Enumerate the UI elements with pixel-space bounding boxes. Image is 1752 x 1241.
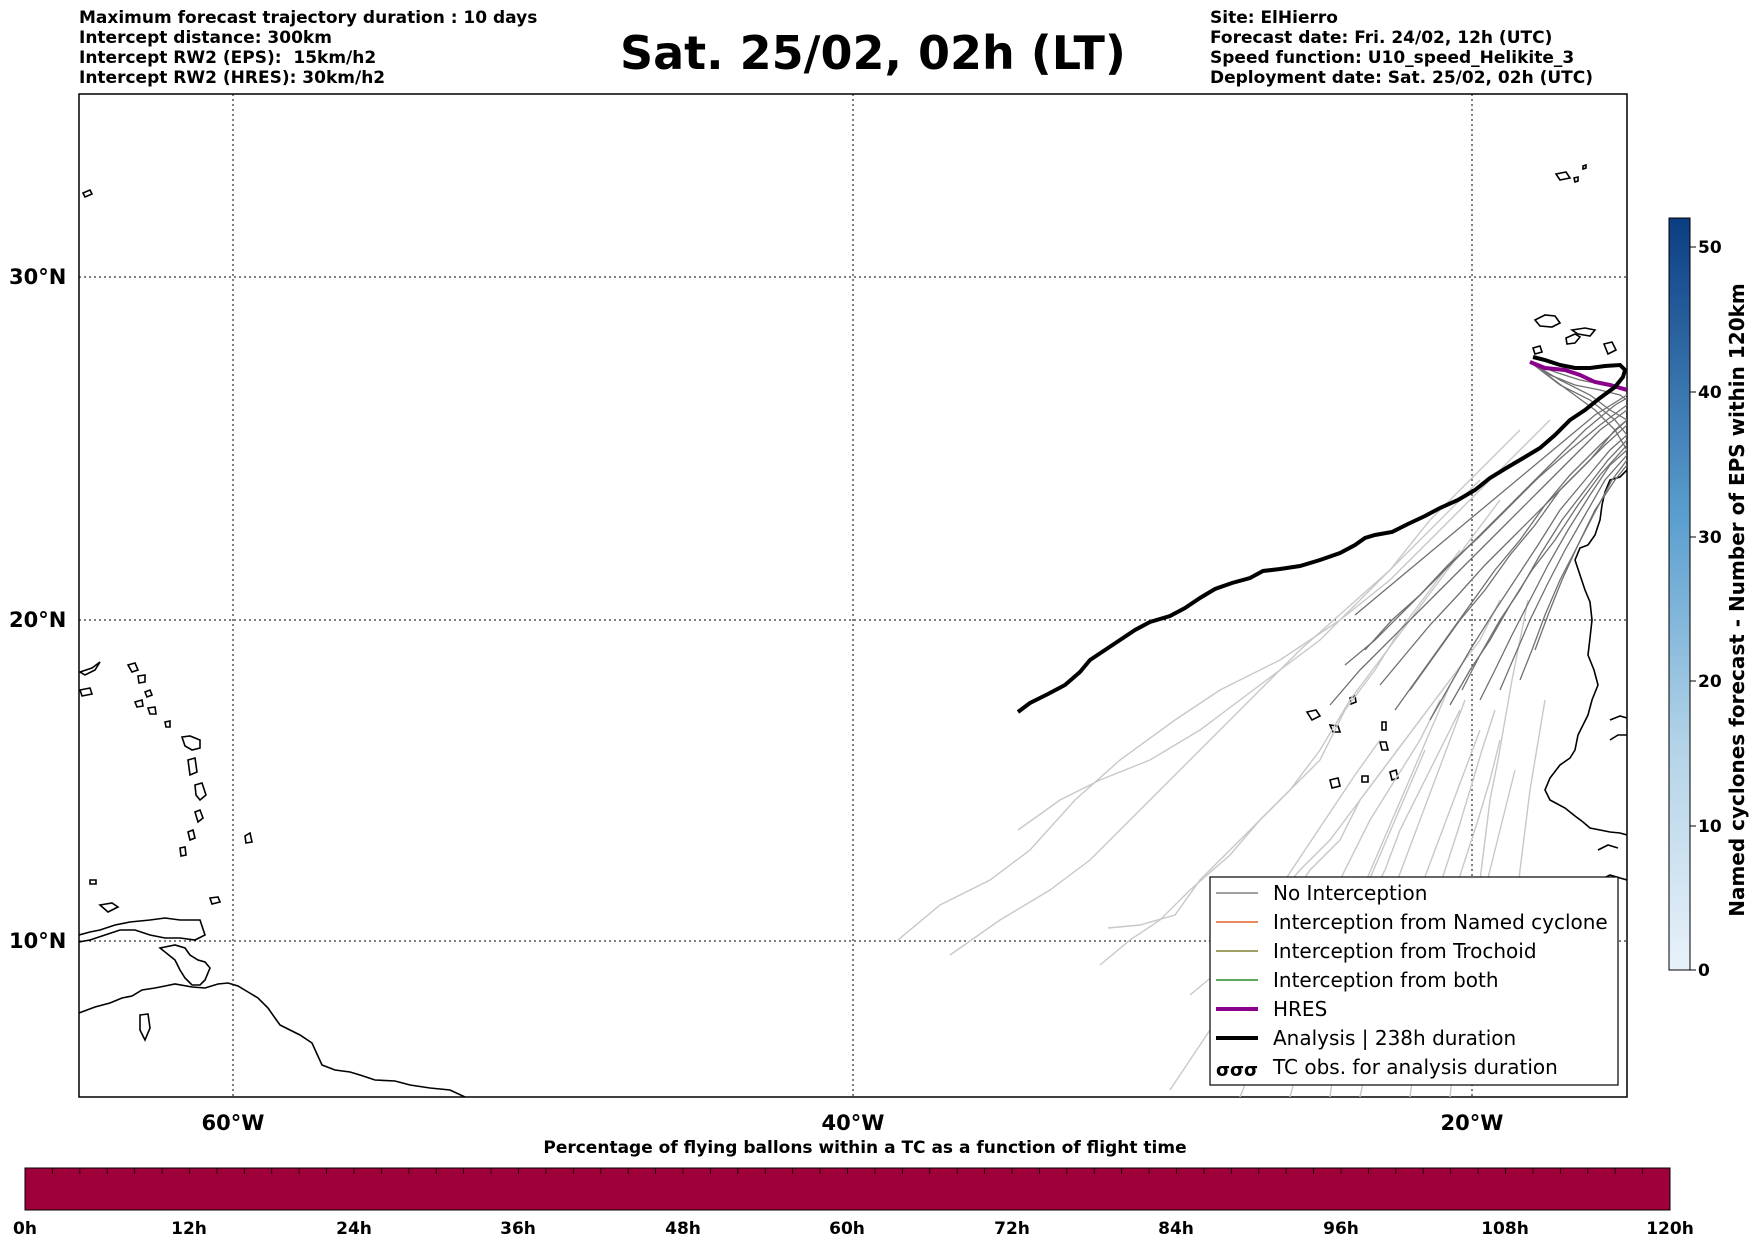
island-arc-16 [244,831,253,844]
island-arc-18 [139,1013,151,1042]
bottom-timebar: Percentage of flying ballons within a TC… [13,1138,1694,1239]
time-tick-36h: 36h [500,1219,536,1239]
trinidad-coast [158,944,211,986]
canary-3 [1569,327,1597,337]
cape-verde-1 [1305,709,1322,722]
header-intercept-eps: Intercept RW2 (EPS): 15km/h2 [79,48,377,68]
header-deployment-date: Deployment date: Sat. 25/02, 02h (UTC) [1210,68,1594,88]
canary-4 [1602,341,1618,356]
africa-coast [1544,469,1627,836]
island-arc-10 [187,756,198,777]
time-tick-108h: 108h [1481,1219,1529,1239]
legend-label-trochoid: Interception from Trochoid [1273,939,1537,963]
colorbar-tick-40: 40 [1698,383,1722,403]
africa-coast-2 [1609,734,1627,741]
lon-label-40w: 40°W [822,1111,885,1135]
time-tick-0h: 0h [13,1219,37,1239]
island-arc-12 [194,808,204,824]
page-title: Sat. 25/02, 02h (LT) [620,26,1126,80]
island-arc-6 [133,698,144,708]
analysis-trajectory [1016,355,1627,714]
colorbar-tick-0: 0 [1698,961,1710,981]
legend-label-named-cyclone: Interception from Named cyclone [1273,910,1608,934]
colorbar-tick-10: 10 [1698,817,1722,837]
colorbar-right-label: Named cyclones forecast - Number of EPS … [1725,283,1749,917]
island-arc-17 [98,902,120,913]
cape-verde-5 [1378,741,1390,751]
island-arc-9 [180,735,201,751]
trajectories-dark [1329,361,1627,721]
south-america-coast [79,982,466,1097]
time-tick-96h: 96h [1323,1219,1359,1239]
lat-label-10n: 10°N [9,929,66,953]
time-tick-48h: 48h [665,1219,701,1239]
bottom-bar-title: Percentage of flying ballons within a TC… [543,1138,1186,1158]
map-panel[interactable]: No Interception Interception from Named … [9,93,1628,1135]
time-tick-84h: 84h [1158,1219,1194,1239]
island-arc-2 [79,687,94,697]
canary-2 [1565,333,1582,345]
island-arc-20 [81,188,94,199]
island-arc-3 [126,662,140,673]
legend-box [1209,876,1619,1086]
header-duration: Maximum forecast trajectory duration : 1… [79,8,538,28]
colorbar-right: 0 10 20 30 40 50 Named cyclones forecast… [1668,217,1749,981]
island-arc-1 [79,661,101,676]
header-intercept-hres: Intercept RW2 (HRES): 30km/h2 [79,68,386,88]
colorbar-tick-30: 30 [1698,528,1722,548]
header-forecast-date: Forecast date: Fri. 24/02, 12h (UTC) [1210,28,1553,48]
island-arc-14 [179,846,187,857]
cape-verde-4 [1381,721,1387,731]
header-speed-function: Speed function: U10_speed_Helikite_3 [1210,48,1575,68]
colorbar-right-gradient [1668,217,1691,971]
cyclone-symbols-icon: σσσ [1216,1060,1258,1081]
island-arc-19 [89,879,97,885]
header-site: Site: ElHierro [1210,8,1338,28]
legend: No Interception Interception from Named … [1209,876,1619,1086]
time-tick-72h: 72h [994,1219,1030,1239]
island-arc-4 [137,674,146,684]
header-intercept-distance: Intercept distance: 300km [79,28,332,48]
island-arc-15 [208,896,222,905]
colorbar-right-ticks [1690,246,1696,971]
island-arc-5 [143,688,154,699]
island-arc-11 [194,782,207,802]
africa-coast-3 [1609,715,1627,721]
lat-label-30n: 30°N [9,265,66,289]
cape-verde-7 [1361,775,1369,783]
coastlines [79,163,1627,1097]
legend-label-analysis: Analysis | 238h duration [1273,1026,1516,1050]
lon-label-20w: 20°W [1441,1111,1504,1135]
madeira-1 [1554,171,1572,181]
island-arc-13 [187,828,196,842]
header-info-left: Maximum forecast trajectory duration : 1… [79,8,537,88]
venezuela-coast [79,917,206,943]
legend-label-tc-obs: TC obs. for analysis duration [1272,1055,1558,1079]
bottom-bar-minor-ticks [52,1168,1643,1174]
legend-label-hres: HRES [1273,997,1327,1021]
time-tick-60h: 60h [829,1219,865,1239]
colorbar-tick-50: 50 [1698,238,1722,258]
madeira-2 [1582,163,1587,171]
cape-verde-6 [1389,768,1399,782]
africa-coast-5 [1597,844,1619,851]
madeira-3 [1573,175,1579,184]
lat-label-20n: 20°N [9,608,66,632]
canary-1 [1533,314,1562,328]
time-tick-24h: 24h [336,1219,372,1239]
time-tick-12h: 12h [171,1219,207,1239]
island-arc-8 [164,720,171,728]
legend-label-both: Interception from both [1273,968,1499,992]
canary-5 [1531,345,1544,355]
lon-label-60w: 60°W [202,1111,265,1135]
header-info-right: Site: ElHierro Forecast date: Fri. 24/02… [1210,8,1593,88]
colorbar-tick-20: 20 [1698,672,1722,692]
island-arc-7 [146,706,157,715]
legend-label-no-interception: No Interception [1273,881,1427,905]
bottom-bar-fill [24,1167,1671,1211]
cape-verde-8 [1329,777,1341,789]
hres-trajectory [1529,360,1627,392]
time-tick-120h: 120h [1646,1219,1694,1239]
